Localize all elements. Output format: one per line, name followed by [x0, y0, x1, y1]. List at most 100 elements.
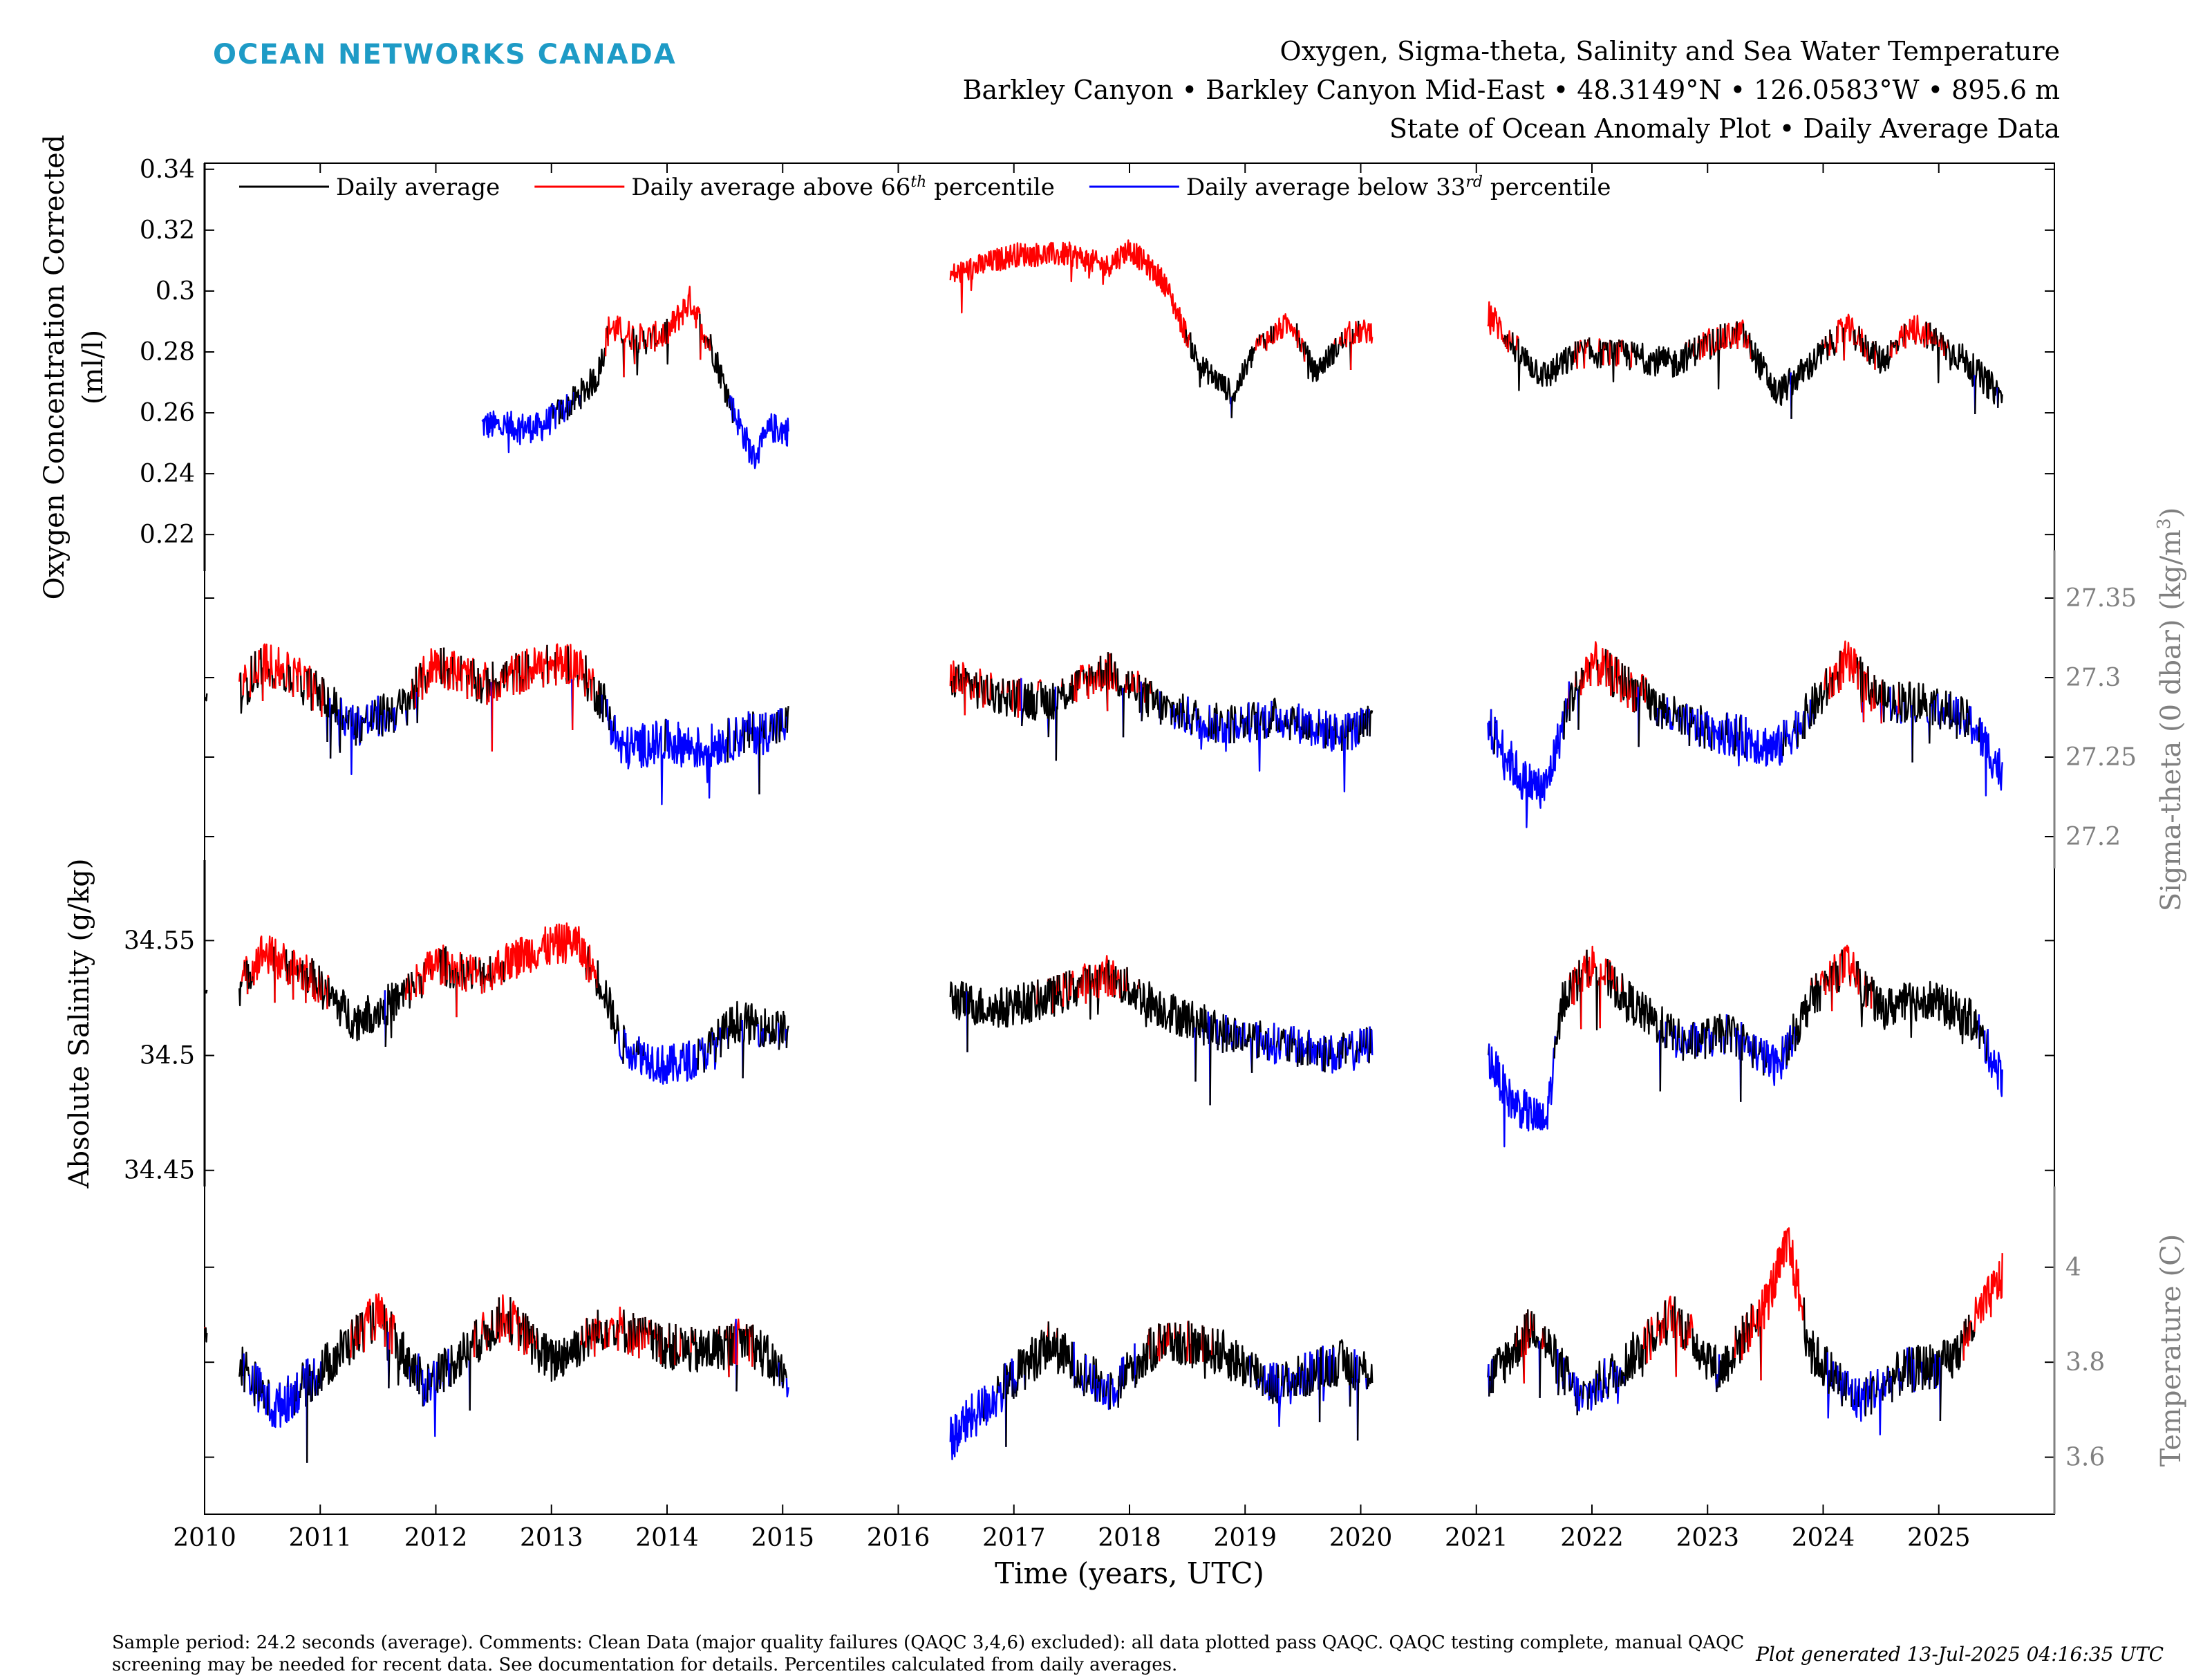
series-line-sigma-theta-avg [1678, 705, 1682, 732]
series-line-sigma-theta-below [383, 709, 387, 732]
series-line-temperature-avg [1174, 1322, 1181, 1364]
series-line-temperature-below [1877, 1369, 1882, 1436]
series-line-sigma-theta-avg [1862, 662, 1864, 702]
series-line-salinity-avg [328, 977, 386, 1042]
series-line-oxygen-above [1300, 337, 1304, 353]
series-line-oxygen-avg [1896, 340, 1900, 352]
series-line-temperature-avg [1280, 1363, 1284, 1386]
series-line-salinity-above [1588, 956, 1591, 988]
series-line-temperature-below [1577, 1378, 1581, 1412]
series-line-temperature-avg [491, 1310, 498, 1346]
series-line-sigma-theta-below [1496, 720, 1563, 828]
series-line-salinity-avg [1616, 976, 1623, 1011]
series-line-temperature-avg [1311, 1349, 1318, 1392]
series-line-sigma-theta-above [421, 655, 426, 700]
series-line-sigma-theta-above [279, 662, 285, 686]
series-line-sigma-theta-avg [1241, 714, 1244, 724]
series-line-sigma-theta-below [1721, 720, 1727, 756]
series-line-oxygen-avg [1709, 333, 1712, 360]
y-axis-label-oxygen: Oxygen Concentration Corrected (ml/l) [39, 135, 109, 600]
series-line-sigma-theta-below [1293, 719, 1297, 735]
series-line-sigma-theta-avg [953, 676, 957, 698]
series-line-salinity-avg [1065, 971, 1070, 1010]
series-line-oxygen-above [1620, 339, 1623, 353]
series-line-oxygen-above [1345, 321, 1351, 348]
series-line-oxygen-avg [1933, 329, 1936, 346]
x-tick-label: 2025 [1907, 1524, 1971, 1552]
series-line-salinity-avg [1691, 1021, 1695, 1055]
series-line-sigma-theta-below [1248, 702, 1253, 743]
series-line-temperature-avg [718, 1325, 727, 1370]
series-line-salinity-avg [727, 1000, 743, 1049]
series-line-sigma-theta-avg [1061, 678, 1072, 709]
series-line-salinity-avg [1369, 1028, 1373, 1054]
series-line-sigma-theta-below [1188, 714, 1192, 736]
series-line-temperature-above [1751, 1305, 1756, 1338]
series-line-oxygen-avg [1685, 342, 1690, 371]
series-line-sigma-theta-above [1616, 659, 1620, 694]
series-line-temperature-avg [1888, 1370, 1891, 1394]
series-line-salinity-avg [1047, 978, 1051, 1003]
series-line-sigma-theta-above [482, 662, 487, 688]
series-line-sigma-theta-avg [315, 670, 323, 717]
y-axis-label-temperature: Temperature (C) [2155, 1234, 2187, 1467]
series-line-temperature-below [422, 1383, 426, 1406]
series-line-temperature-avg [469, 1329, 476, 1411]
series-line-salinity-below [1351, 1030, 1358, 1071]
series-line-sigma-theta-below [1173, 705, 1177, 729]
series-line-sigma-theta-below [1235, 714, 1241, 739]
series-line-sigma-theta-avg [1890, 685, 1897, 722]
series-line-temperature-below [287, 1375, 292, 1422]
y-tick-label-oxygen: 0.28 [140, 338, 195, 366]
series-line-sigma-theta-above [547, 652, 556, 684]
series-line-temperature-avg [1047, 1321, 1058, 1362]
series-line-oxygen-above [667, 286, 701, 344]
series-line-salinity-avg [1316, 1041, 1320, 1065]
series-line-sigma-theta-avg [1611, 666, 1615, 698]
series-line-temperature-avg [357, 1315, 361, 1352]
series-line-temperature-avg [1300, 1362, 1304, 1389]
series-line-sigma-theta-avg [986, 674, 991, 706]
series-line-oxygen-above [1860, 328, 1864, 353]
series-line-oxygen-above [1736, 319, 1745, 349]
series-line-temperature-above [1689, 1314, 1694, 1339]
series-line-temperature-avg [409, 1353, 418, 1387]
series-line-oxygen-avg [1270, 326, 1273, 344]
series-line-salinity-above [1109, 965, 1113, 996]
series-line-temperature-avg [691, 1327, 696, 1346]
series-line-oxygen-avg [566, 396, 570, 420]
series-line-temperature-below [1854, 1378, 1859, 1418]
series-line-sigma-theta-avg [1150, 680, 1161, 719]
series-line-oxygen-above [1515, 335, 1519, 351]
series-line-oxygen-avg [556, 399, 560, 411]
series-line-sigma-theta-avg [1174, 702, 1179, 723]
series-line-sigma-theta-below [1195, 707, 1199, 732]
series-line-temperature-below [984, 1385, 998, 1426]
y-tick-label-oxygen: 0.32 [140, 216, 195, 245]
series-line-sigma-theta-avg [1934, 688, 1939, 722]
series-line-salinity-above [450, 953, 454, 984]
series-line-sigma-theta-avg [1362, 713, 1366, 737]
series-line-temperature-avg [372, 1302, 375, 1330]
series-line-salinity-below [1699, 1043, 1703, 1053]
series-line-salinity-below [1488, 1043, 1555, 1148]
series-line-temperature-avg [1250, 1352, 1257, 1388]
series-line-temperature-below [1846, 1371, 1851, 1396]
series-line-temperature-avg [1256, 1357, 1259, 1390]
series-line-temperature-below [1112, 1378, 1119, 1408]
series-line-temperature-above [1642, 1326, 1646, 1350]
series-line-salinity-avg [1280, 1028, 1286, 1051]
series-line-sigma-theta-avg [1226, 709, 1230, 729]
series-line-temperature-above [594, 1319, 597, 1357]
series-line-salinity-below [715, 1037, 719, 1048]
series-line-temperature-avg [1005, 1365, 1009, 1447]
series-line-temperature-avg [1076, 1359, 1080, 1388]
series-line-salinity-above [453, 961, 457, 984]
series-line-salinity-below [1710, 1032, 1714, 1057]
series-line-temperature-above [618, 1306, 623, 1333]
series-line-salinity-avg [1194, 1007, 1204, 1082]
series-line-temperature-avg [487, 1324, 490, 1348]
series-line-salinity-avg [1606, 958, 1610, 996]
series-line-temperature-avg [1939, 1330, 1965, 1422]
